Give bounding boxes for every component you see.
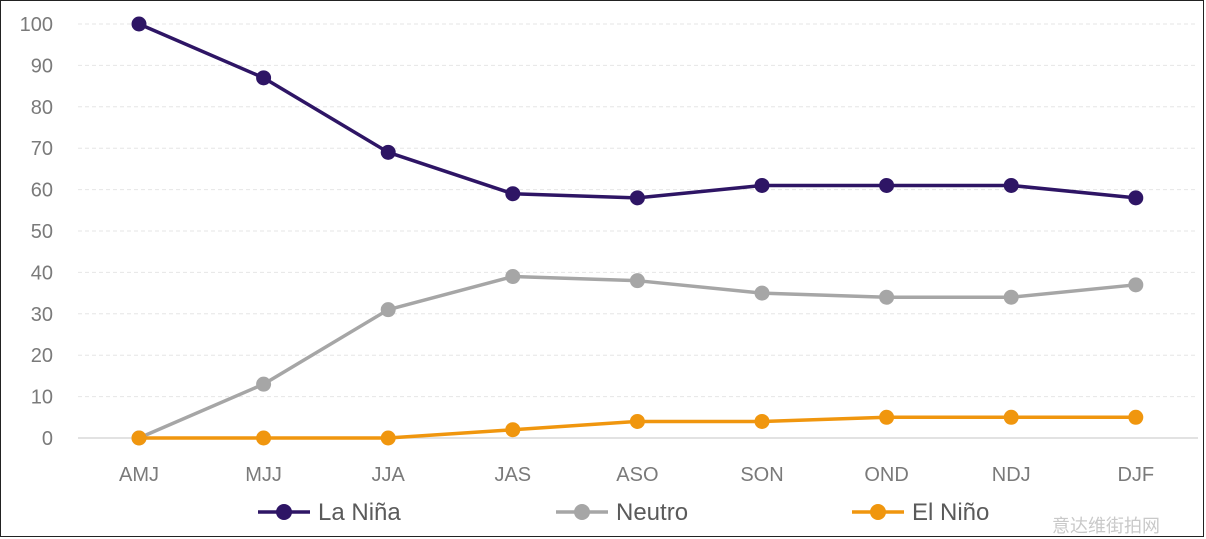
y-tick-label: 80 (31, 97, 53, 119)
series-2 (131, 409, 1144, 446)
data-point (380, 430, 396, 446)
legend-label: El Niño (912, 499, 989, 526)
data-point (1128, 190, 1144, 206)
legend-marker (870, 504, 886, 520)
data-point (1003, 409, 1019, 425)
data-point (879, 409, 895, 425)
x-tick-label: NDJ (992, 464, 1031, 486)
data-point (505, 422, 521, 438)
legend: La Niña Neutro El Niño (258, 499, 989, 526)
data-point (380, 302, 396, 318)
x-tick-label: JAS (494, 464, 531, 486)
data-point (380, 144, 396, 160)
data-point (1003, 177, 1019, 193)
data-point (1003, 289, 1019, 305)
legend-item: El Niño (852, 499, 989, 526)
x-tick-label: JJA (372, 464, 406, 486)
x-tick-label: OND (864, 464, 908, 486)
y-tick-label: 70 (31, 138, 53, 160)
x-axis-ticks: AMJ MJJ JJA JAS ASO SON OND NDJ DJF (119, 464, 1154, 486)
data-point (505, 186, 521, 202)
y-tick-label: 60 (31, 180, 53, 202)
data-point (1128, 277, 1144, 293)
x-tick-label: ASO (616, 464, 658, 486)
chart-series (131, 16, 1144, 446)
y-tick-label: 0 (42, 428, 53, 450)
y-tick-label: 30 (31, 304, 53, 326)
data-point (131, 430, 147, 446)
x-tick-label: SON (740, 464, 783, 486)
x-tick-label: AMJ (119, 464, 159, 486)
y-tick-label: 90 (31, 55, 53, 77)
legend-marker (574, 504, 590, 520)
data-point (754, 285, 770, 301)
data-point (131, 16, 147, 32)
x-tick-label: DJF (1117, 464, 1154, 486)
grid-lines (78, 23, 1198, 439)
legend-item: Neutro (556, 499, 688, 526)
y-tick-label: 50 (31, 221, 53, 243)
legend-marker (276, 504, 292, 520)
legend-label: La Niña (318, 499, 401, 526)
legend-label: Neutro (616, 499, 688, 526)
data-point (256, 430, 272, 446)
data-point (1128, 409, 1144, 425)
data-point (879, 177, 895, 193)
data-point (505, 269, 521, 285)
series-line (138, 274, 1136, 440)
data-point (754, 413, 770, 429)
data-point (256, 70, 272, 86)
data-point (629, 413, 645, 429)
data-point (629, 190, 645, 206)
data-point (879, 289, 895, 305)
series-line (138, 22, 1136, 200)
y-tick-label: 20 (31, 345, 53, 367)
series-0 (131, 16, 1144, 206)
y-tick-label: 10 (31, 387, 53, 409)
y-tick-label: 100 (20, 14, 53, 36)
data-point (256, 376, 272, 392)
y-tick-label: 40 (31, 262, 53, 284)
legend-item: La Niña (258, 499, 401, 526)
watermark: 意达维街拍网 (1052, 516, 1160, 537)
y-axis-ticks: 0 10 20 30 40 50 60 70 80 90 100 (20, 14, 53, 450)
x-tick-label: MJJ (245, 464, 282, 486)
data-point (754, 177, 770, 193)
data-point (629, 273, 645, 289)
